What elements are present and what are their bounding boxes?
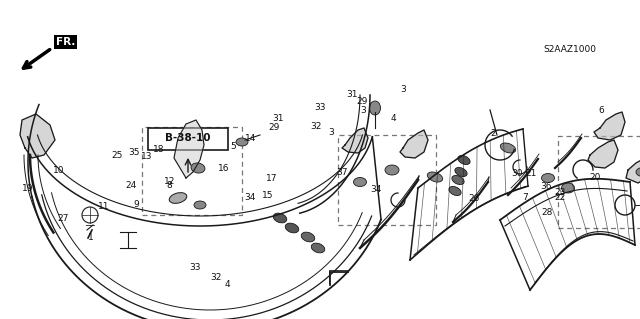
Ellipse shape: [311, 243, 324, 253]
Ellipse shape: [455, 167, 467, 176]
Text: 32: 32: [211, 273, 222, 282]
Text: S2AAZ1000: S2AAZ1000: [543, 46, 596, 55]
Text: 18: 18: [153, 145, 164, 154]
Text: B-38-10: B-38-10: [165, 133, 211, 143]
Ellipse shape: [273, 213, 287, 223]
Text: 32: 32: [310, 122, 321, 131]
Text: 31: 31: [273, 114, 284, 123]
Text: 31: 31: [346, 90, 358, 99]
Text: 21: 21: [525, 169, 537, 178]
Ellipse shape: [458, 155, 470, 165]
Text: 34: 34: [371, 185, 382, 194]
Ellipse shape: [191, 163, 205, 173]
Text: 13: 13: [141, 152, 153, 161]
Text: 28: 28: [541, 208, 553, 217]
Text: 22: 22: [554, 193, 566, 202]
Ellipse shape: [194, 201, 206, 209]
Text: 26: 26: [468, 194, 479, 203]
Ellipse shape: [428, 172, 443, 182]
Text: 11: 11: [98, 202, 109, 211]
Ellipse shape: [452, 175, 464, 185]
Ellipse shape: [541, 174, 554, 182]
Text: 19: 19: [22, 184, 33, 193]
Polygon shape: [588, 140, 618, 168]
Polygon shape: [20, 114, 55, 158]
Ellipse shape: [301, 232, 315, 242]
Ellipse shape: [449, 186, 461, 196]
Bar: [142, 127, 242, 215]
Text: 7: 7: [522, 193, 527, 202]
Text: 9: 9: [134, 200, 139, 209]
Ellipse shape: [385, 165, 399, 175]
Ellipse shape: [636, 167, 640, 176]
Text: 25: 25: [111, 151, 123, 160]
Ellipse shape: [169, 193, 187, 203]
Text: 1: 1: [88, 233, 93, 242]
Text: 29: 29: [268, 123, 280, 132]
Ellipse shape: [500, 143, 516, 153]
Text: FR.: FR.: [56, 37, 76, 47]
Text: 3: 3: [361, 106, 366, 115]
Text: 30: 30: [511, 169, 523, 178]
Text: 27: 27: [57, 214, 68, 223]
Text: 3: 3: [401, 85, 406, 94]
Polygon shape: [626, 158, 640, 183]
Ellipse shape: [285, 223, 299, 233]
Text: 14: 14: [245, 134, 257, 143]
Text: 12: 12: [164, 177, 175, 186]
Text: 15: 15: [262, 191, 273, 200]
Text: 35: 35: [129, 148, 140, 157]
Text: 16: 16: [218, 164, 230, 173]
Text: 33: 33: [314, 103, 326, 112]
Ellipse shape: [369, 101, 381, 115]
Text: 23: 23: [554, 188, 566, 197]
Polygon shape: [342, 128, 368, 153]
Polygon shape: [174, 120, 204, 178]
Text: 4: 4: [391, 114, 396, 122]
Text: 24: 24: [125, 181, 137, 190]
Text: 3: 3: [329, 128, 334, 137]
Text: 5: 5: [231, 142, 236, 151]
Text: 20: 20: [589, 173, 601, 182]
Ellipse shape: [561, 183, 575, 193]
Bar: [148, 128, 228, 150]
Polygon shape: [594, 112, 625, 140]
Text: 33: 33: [189, 263, 201, 272]
Bar: [338, 135, 436, 225]
Bar: [558, 136, 640, 228]
Text: 8: 8: [167, 181, 172, 190]
Text: 10: 10: [53, 166, 65, 175]
Polygon shape: [400, 130, 428, 158]
Text: 6: 6: [599, 106, 604, 115]
Text: 4: 4: [225, 280, 230, 289]
Text: 2: 2: [490, 130, 495, 138]
Text: 17: 17: [266, 174, 278, 183]
Text: 29: 29: [356, 97, 367, 106]
Text: 34: 34: [244, 193, 255, 202]
Text: 37: 37: [337, 168, 348, 177]
Ellipse shape: [353, 177, 367, 187]
Text: 36: 36: [540, 182, 552, 191]
Ellipse shape: [236, 138, 248, 146]
